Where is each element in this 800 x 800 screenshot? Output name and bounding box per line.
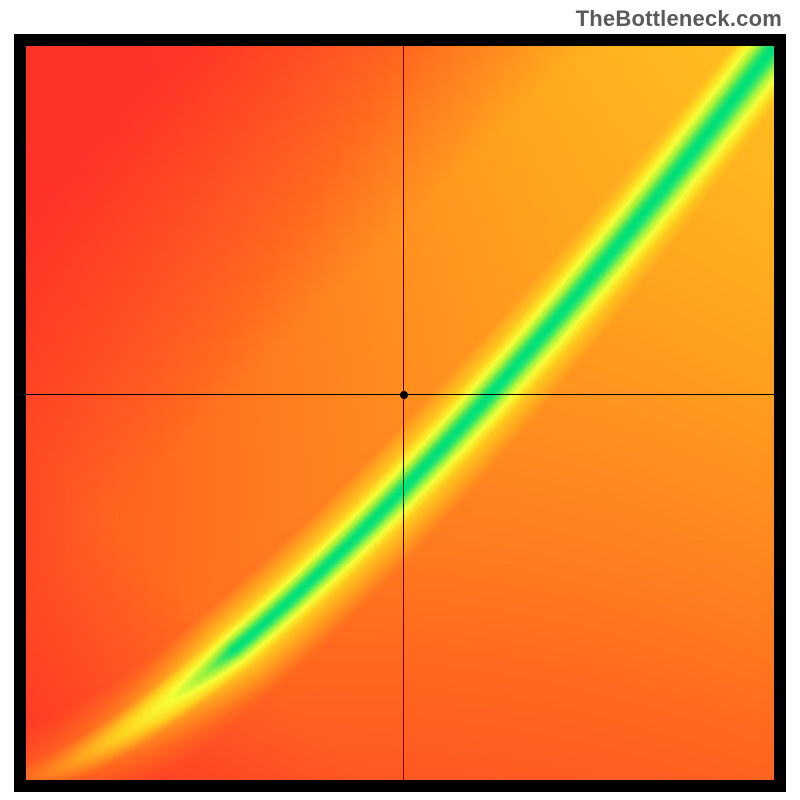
watermark-text: TheBottleneck.com [576,6,782,32]
page: TheBottleneck.com [0,0,800,800]
plot-area [26,46,774,780]
heatmap-canvas [26,46,774,780]
chart-frame [14,34,786,792]
